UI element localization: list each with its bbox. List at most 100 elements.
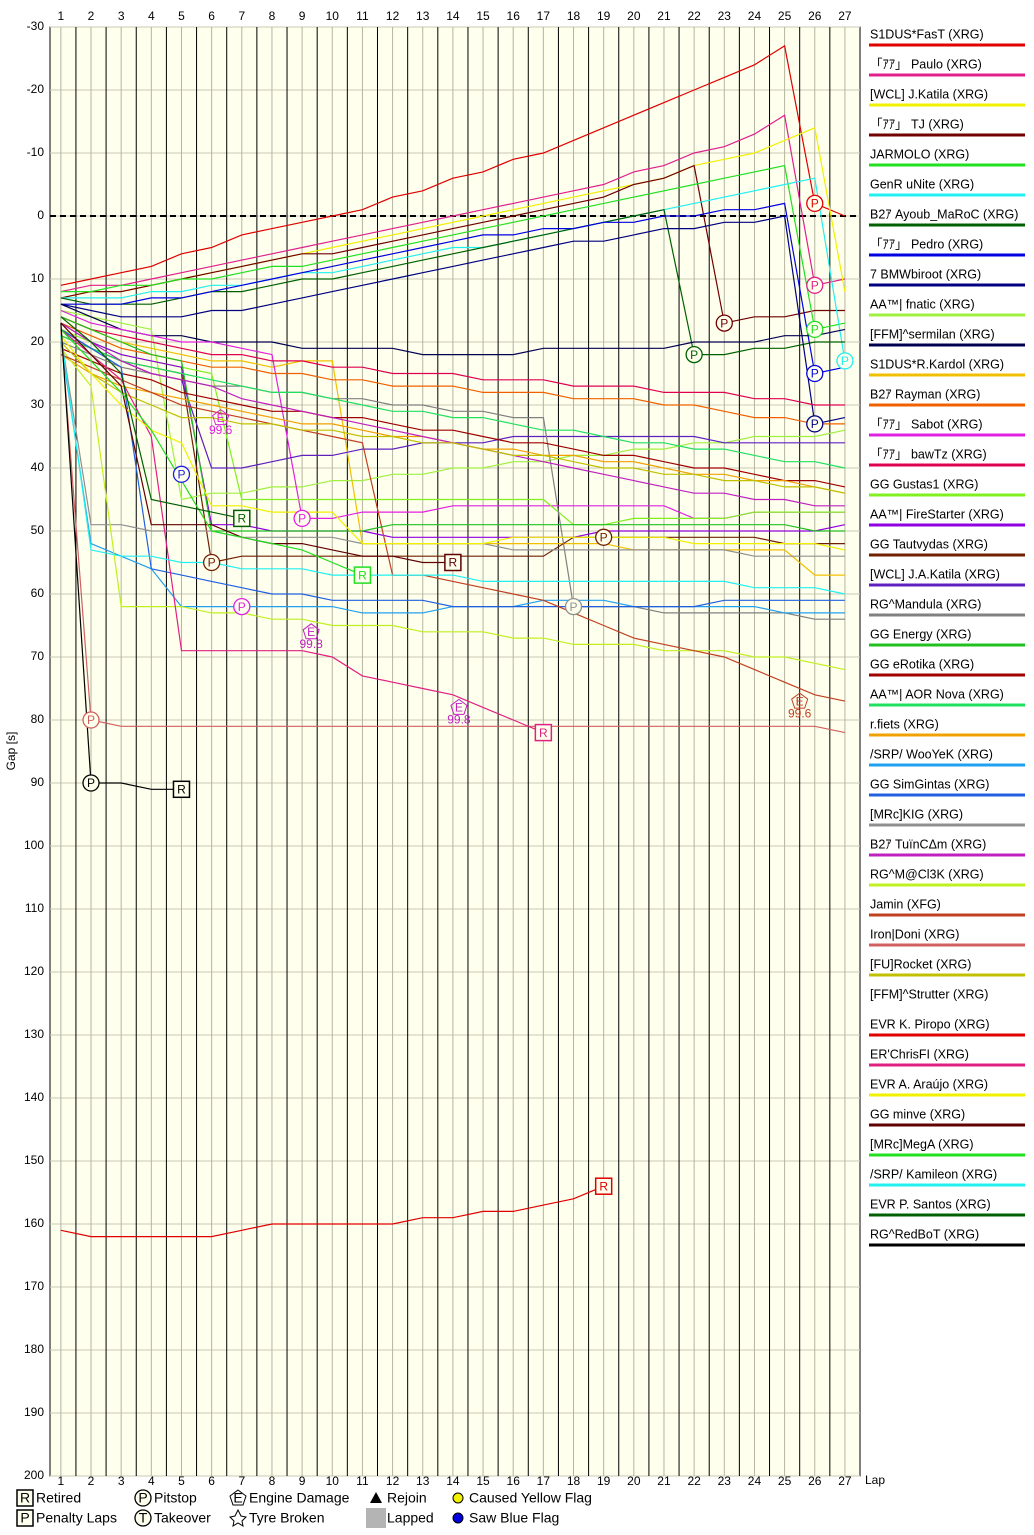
- legend-label: 「ｱｱ」 TJ (XRG): [870, 117, 964, 131]
- legend-label: GG Tautvydas (XRG): [870, 537, 988, 551]
- y-tick-label: 10: [31, 271, 45, 285]
- legend-label: B2ｱ TuïnCΔm (XRG): [870, 837, 986, 851]
- y-tick-label: 80: [31, 712, 45, 726]
- x-tick-label: 26: [808, 9, 822, 23]
- y-tick-label: 40: [31, 460, 45, 474]
- legend-symbol: [134, 1489, 152, 1507]
- y-tick-label: 140: [24, 1090, 44, 1104]
- marker-shape: [233, 597, 251, 616]
- legend-label: Jamin (XFG): [870, 897, 941, 911]
- x-tick-label: 11: [356, 9, 369, 23]
- legend-symbol-letter: T: [139, 1510, 148, 1526]
- legend-symbol-label: Tyre Broken: [249, 1510, 324, 1526]
- legend-label: GG SimGintas (XRG): [870, 777, 989, 791]
- event-marker: E99.6: [209, 408, 233, 437]
- event-marker: P: [806, 364, 824, 383]
- legend-symbol-label: Rejoin: [387, 1490, 427, 1506]
- x-tick-label: 27: [838, 1474, 852, 1488]
- legend-symbol: [452, 1492, 464, 1504]
- legend-label: EVR P. Santos (XRG): [870, 1197, 991, 1211]
- marker-shape: [450, 698, 468, 715]
- x-tick-label: 10: [326, 1474, 340, 1488]
- marker-shape: [233, 509, 251, 528]
- x-tick-label: 27: [838, 9, 852, 23]
- legend-label: [FU]Rocket (XRG): [870, 957, 971, 971]
- marker-shape: [302, 623, 320, 640]
- x-tick-label: 19: [597, 9, 611, 23]
- series-line: [60, 1185, 604, 1238]
- x-tick-label: 21: [657, 9, 671, 23]
- x-tick-label: 22: [687, 9, 701, 23]
- legend-symbol: [16, 1489, 34, 1507]
- legend-symbol: [134, 1509, 152, 1527]
- y-tick-label: 130: [24, 1027, 44, 1041]
- y-tick-label: 110: [25, 901, 44, 915]
- legend-label: B2ｱ Rayman (XRG): [870, 387, 980, 401]
- event-marker: P: [685, 345, 703, 364]
- marker-shape: [172, 780, 191, 799]
- y-tick-label: -30: [27, 19, 45, 33]
- x-tick-label: 18: [567, 9, 581, 23]
- series-line: [60, 354, 846, 702]
- marker-symbol: R: [599, 1179, 608, 1193]
- legend-symbol-letter: P: [20, 1510, 29, 1526]
- series-line: [60, 303, 846, 356]
- marker-symbol: P: [570, 600, 578, 614]
- marker-symbol: R: [237, 512, 246, 526]
- x-tick-label: 4: [148, 9, 155, 23]
- y-axis-label: Gap [s]: [4, 732, 18, 771]
- series-line: [60, 215, 846, 425]
- x-tick-label: 9: [299, 1474, 306, 1488]
- series-line: [60, 341, 846, 494]
- legend-label: EVR A. Araújo (XRG): [870, 1077, 988, 1091]
- x-tick-label: 7: [238, 1474, 245, 1488]
- marker-shape: [564, 597, 583, 616]
- marker-symbol: P: [811, 323, 819, 337]
- legend-label: GG eRotika (XRG): [870, 657, 974, 671]
- event-marker: R: [444, 553, 462, 572]
- event-marker: E99.8: [299, 623, 323, 651]
- y-tick-label: 70: [31, 649, 45, 663]
- x-tick-label: 2: [88, 9, 95, 23]
- legend-label: RG^RedBoT (XRG): [870, 1227, 979, 1241]
- marker-label: 99.6: [209, 423, 233, 437]
- x-tick-label: 5: [178, 1474, 185, 1488]
- marker-shape: [806, 194, 824, 213]
- marker-shape: [594, 1177, 613, 1195]
- x-tick-label: 24: [748, 1474, 762, 1488]
- event-marker: P: [233, 597, 251, 616]
- y-tick-label: 30: [31, 397, 45, 411]
- marker-shape: [806, 364, 824, 383]
- x-tick-label: 9: [299, 9, 306, 23]
- x-tick-label: 23: [718, 1474, 732, 1488]
- marker-shape: [293, 509, 311, 528]
- x-tick-label: 22: [687, 1474, 701, 1488]
- x-tick-label: 20: [627, 9, 641, 23]
- y-tick-label: 170: [24, 1279, 44, 1293]
- event-marker: P: [595, 528, 613, 546]
- series-line: [60, 177, 846, 361]
- marker-shape: [806, 320, 824, 339]
- series-line: [60, 329, 846, 734]
- x-tick-label: 15: [476, 9, 490, 23]
- marker-shape: [444, 553, 462, 572]
- x-tick-label: 25: [778, 9, 792, 23]
- legend-symbol-label: Retired: [36, 1490, 81, 1506]
- legend-label: AA™| AOR Nova (XRG): [870, 687, 1004, 701]
- legend-label: [FFM]^Strutter (XRG): [870, 987, 988, 1001]
- x-tick-label: 7: [238, 9, 245, 23]
- event-marker: P: [836, 352, 854, 370]
- event-marker: P: [806, 194, 824, 213]
- marker-symbol: P: [811, 278, 819, 292]
- marker-shape: [353, 566, 372, 584]
- legend-label: /SRP/ Kamileon (XRG): [870, 1167, 997, 1181]
- x-tick-label: 12: [386, 9, 400, 23]
- marker-symbol: P: [811, 367, 819, 381]
- event-marker: P: [806, 320, 824, 339]
- legend-symbol: [366, 1508, 386, 1528]
- event-marker: P: [202, 553, 221, 572]
- legend-symbol-letter: P: [138, 1490, 147, 1506]
- legend-label: GG Energy (XRG): [870, 627, 971, 641]
- x-tick-label: 13: [416, 1474, 430, 1488]
